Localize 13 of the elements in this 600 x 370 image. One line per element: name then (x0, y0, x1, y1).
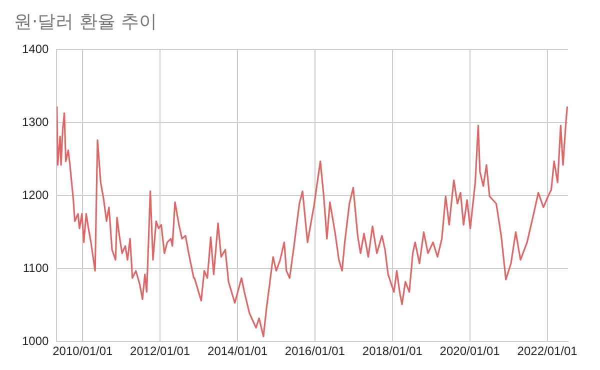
x-tick-label: 2018/01/01 (362, 344, 423, 358)
y-tick-label: 1200 (22, 188, 50, 202)
x-tick-label: 2022/01/01 (517, 344, 578, 358)
y-tick-label: 1000 (22, 334, 50, 348)
chart-title: 원·달러 환율 추이 (14, 11, 158, 32)
y-tick-label: 1400 (22, 42, 50, 56)
x-tick-label: 2014/01/01 (208, 344, 268, 358)
x-tick-label: 2012/01/01 (130, 344, 190, 358)
y-tick-label: 1300 (22, 114, 50, 129)
x-tick-label: 2020/01/01 (440, 344, 500, 358)
x-tick-label: 2010/01/01 (52, 344, 114, 358)
x-tick-label: 2016/01/01 (284, 344, 346, 358)
y-tick-label: 1100 (22, 260, 50, 275)
